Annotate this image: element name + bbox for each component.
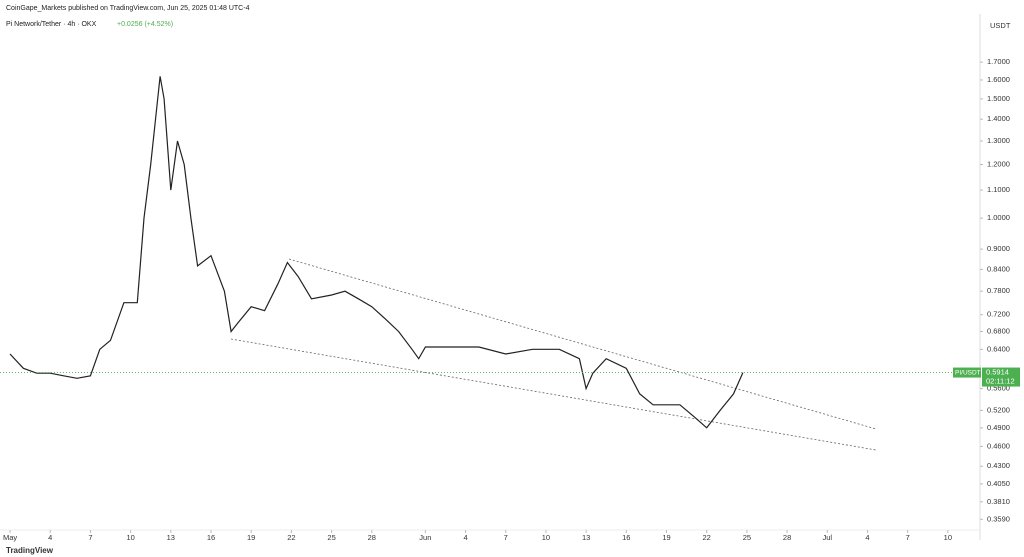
y-tick-label: 0.7200 bbox=[987, 310, 1010, 319]
change: +0.0256 (+4.52%) bbox=[117, 21, 173, 28]
symbol: Pi Network/Tether · 4h · OKX bbox=[6, 21, 97, 28]
last-price-badge bbox=[953, 367, 981, 378]
y-tick-label: 1.7000 bbox=[987, 57, 1010, 66]
last-label: PI/USDT bbox=[955, 369, 981, 376]
publisher: CoinGape_Markets published on TradingVie… bbox=[6, 5, 250, 12]
x-tick-label: 28 bbox=[783, 533, 791, 542]
y-tick-label: 1.1000 bbox=[987, 185, 1010, 194]
x-tick-label: 10 bbox=[126, 533, 134, 542]
brand: TradingView bbox=[6, 546, 54, 555]
x-tick-label: 25 bbox=[327, 533, 335, 542]
x-tick-label: 13 bbox=[582, 533, 590, 542]
y-tick-label: 1.6000 bbox=[987, 75, 1010, 84]
x-tick-label: May bbox=[3, 533, 17, 542]
y-tick-label: 1.2000 bbox=[987, 160, 1010, 169]
x-tick-label: 22 bbox=[703, 533, 711, 542]
last-price-box bbox=[982, 367, 1020, 387]
y-tick-label: 1.4000 bbox=[987, 114, 1010, 123]
y-tick-label: 0.4050 bbox=[987, 479, 1010, 488]
x-tick-label: 7 bbox=[88, 533, 92, 542]
x-tick-label: 7 bbox=[504, 533, 508, 542]
y-tick-label: 1.5000 bbox=[987, 94, 1010, 103]
y-tick-label: 0.9000 bbox=[987, 244, 1010, 253]
last-price: 0.5914 bbox=[986, 368, 1009, 377]
countdown: 02:11:12 bbox=[986, 377, 1015, 386]
y-tick-label: 0.6800 bbox=[987, 326, 1010, 335]
y-tick-label: 0.3590 bbox=[987, 514, 1010, 523]
x-tick-label: 16 bbox=[622, 533, 630, 542]
y-tick-label: 0.4600 bbox=[987, 441, 1010, 450]
trendline bbox=[288, 258, 877, 430]
price-line bbox=[9, 76, 744, 429]
y-tick-label: 0.7800 bbox=[987, 286, 1010, 295]
x-tick-label: 7 bbox=[906, 533, 910, 542]
y-tick-label: 0.6400 bbox=[987, 344, 1010, 353]
x-tick-label: 19 bbox=[662, 533, 670, 542]
x-tick-label: 16 bbox=[207, 533, 215, 542]
y-tick-label: 0.4900 bbox=[987, 423, 1010, 432]
x-tick-label: 22 bbox=[287, 533, 295, 542]
x-tick-label: 19 bbox=[247, 533, 255, 542]
x-tick-label: 4 bbox=[48, 533, 52, 542]
x-tick-label: 4 bbox=[463, 533, 467, 542]
y-tick-label: 0.4300 bbox=[987, 461, 1010, 470]
currency: USDT bbox=[990, 21, 1011, 30]
y-tick-label: 0.5200 bbox=[987, 405, 1010, 414]
x-tick-label: 10 bbox=[944, 533, 952, 542]
y-tick-label: 1.3000 bbox=[987, 136, 1010, 145]
x-tick-label: Jun bbox=[419, 533, 431, 542]
x-tick-label: Jul bbox=[822, 533, 832, 542]
trendline bbox=[230, 338, 877, 451]
y-tick-label: 0.5600 bbox=[987, 384, 1010, 393]
y-tick-label: 0.8400 bbox=[987, 264, 1010, 273]
y-tick-label: 1.0000 bbox=[987, 213, 1010, 222]
x-tick-label: 25 bbox=[743, 533, 751, 542]
x-tick-label: 10 bbox=[542, 533, 550, 542]
x-tick-label: 4 bbox=[865, 533, 869, 542]
x-tick-label: 28 bbox=[368, 533, 376, 542]
x-tick-label: 13 bbox=[167, 533, 175, 542]
y-tick-label: 0.3810 bbox=[987, 497, 1010, 506]
